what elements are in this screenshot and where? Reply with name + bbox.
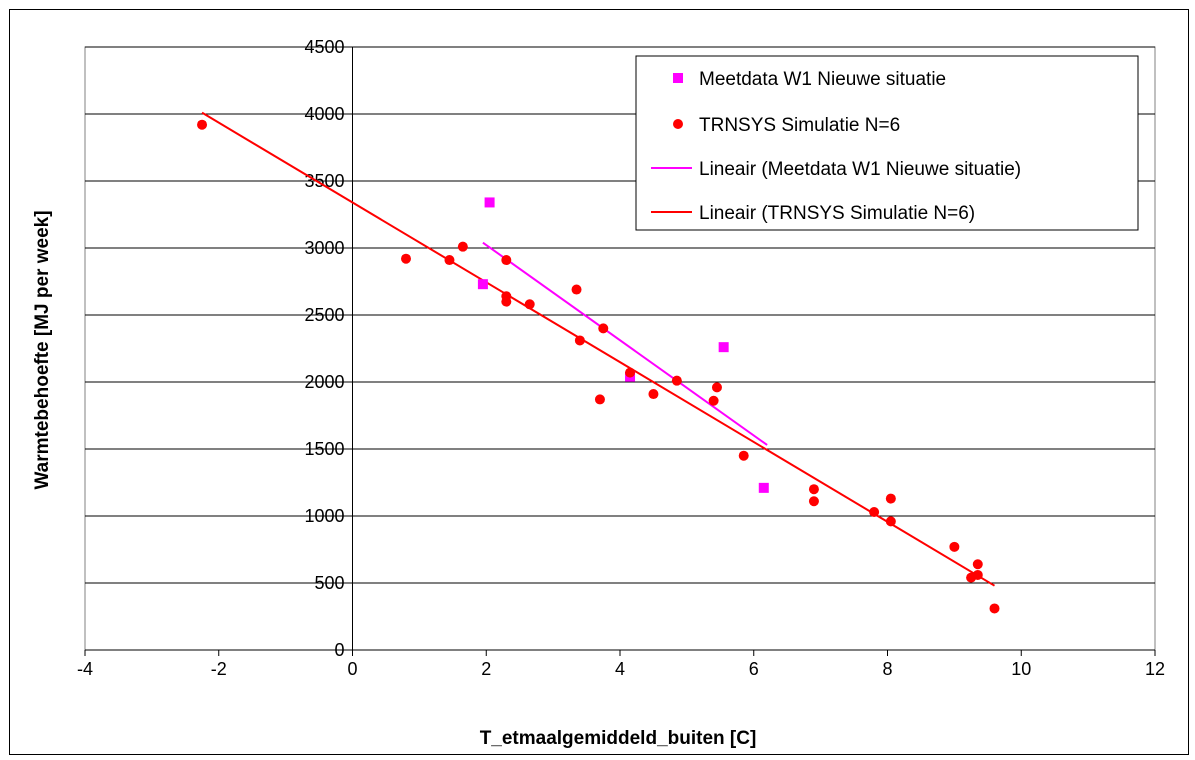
meetdata-point: [758, 482, 769, 493]
legend-label-trnsys: TRNSYS Simulatie N=6: [699, 115, 900, 136]
trend-line-2: [482, 241, 768, 446]
x-tick-label: 10: [1011, 659, 1031, 679]
x-tick-label: 6: [749, 659, 759, 679]
x-tick-labels: -4 -2 0 2 4 6 8 10 12: [77, 659, 1165, 679]
legend-label-lineair-trnsys: Lineair (TRNSYS Simulatie N=6): [699, 203, 975, 224]
legend-marker-trnsys: [673, 119, 683, 129]
trend-lines: [201, 111, 996, 587]
trend-line-3: [201, 111, 996, 587]
trnsys-point: [808, 484, 819, 495]
x-tick-label: -2: [211, 659, 227, 679]
x-tick-label: -4: [77, 659, 93, 679]
data-points: [197, 119, 1000, 614]
chart-frame: [9, 9, 1189, 755]
trnsys-point: [972, 559, 983, 570]
y-tick-label: 3500: [304, 171, 344, 191]
y-tick-label: 4000: [304, 104, 344, 124]
trnsys-point: [949, 541, 960, 552]
trnsys-point: [869, 506, 880, 517]
meetdata-point: [477, 279, 488, 290]
y-tick-label: 4500: [304, 37, 344, 57]
legend: Meetdata W1 Nieuwe situatie TRNSYS Simul…: [635, 55, 1139, 231]
meetdata-point: [484, 197, 495, 208]
trnsys-point: [885, 493, 896, 504]
y-tick-label: 1000: [304, 506, 344, 526]
trnsys-point: [574, 335, 585, 346]
trnsys-point: [738, 450, 749, 461]
legend-marker-meetdata: [673, 73, 683, 83]
trnsys-point: [989, 603, 1000, 614]
x-axis-title: T_etmaalgemiddeld_buiten [C]: [480, 728, 757, 749]
legend-label-meetdata: Meetdata W1 Nieuwe situatie: [699, 69, 946, 90]
y-tick-label: 0: [334, 640, 344, 660]
trnsys-point: [598, 323, 609, 334]
legend-label-lineair-meetdata: Lineair (Meetdata W1 Nieuwe situatie): [699, 159, 1021, 180]
legend-box: [635, 55, 1139, 231]
meetdata-point: [718, 342, 729, 353]
trnsys-point: [711, 382, 722, 393]
trnsys-point: [671, 375, 682, 386]
y-tick-label: 500: [314, 573, 344, 593]
axes: [84, 46, 1156, 656]
x-tick-label: 4: [615, 659, 625, 679]
y-tick-label: 3000: [304, 238, 344, 258]
x-tick-label: 2: [481, 659, 491, 679]
x-tick-label: 12: [1145, 659, 1165, 679]
trnsys-point: [571, 284, 582, 295]
trnsys-point: [501, 296, 512, 307]
trnsys-point: [457, 241, 468, 252]
trnsys-point: [401, 253, 411, 264]
trnsys-point: [197, 119, 208, 130]
trnsys-point: [444, 255, 455, 266]
trnsys-point: [625, 367, 636, 378]
trnsys-point: [648, 389, 659, 400]
trnsys-point: [885, 516, 896, 527]
x-tick-label: 0: [347, 659, 357, 679]
trnsys-point: [524, 299, 535, 310]
y-tick-label: 1500: [304, 439, 344, 459]
trnsys-point: [594, 394, 605, 405]
y-axis-title: Warmtebehoefte [MJ per week]: [32, 210, 53, 489]
trnsys-point: [708, 395, 719, 406]
x-tick-label: 8: [882, 659, 892, 679]
grid-lines: [84, 46, 1156, 651]
y-tick-label: 2500: [304, 305, 344, 325]
trnsys-point: [972, 569, 983, 580]
y-tick-labels: 0 500 1000 1500 2000 2500 3000 3500 4000 4500: [304, 37, 344, 660]
trnsys-point: [808, 496, 819, 507]
y-tick-label: 2000: [304, 372, 344, 392]
trnsys-point: [501, 255, 512, 266]
